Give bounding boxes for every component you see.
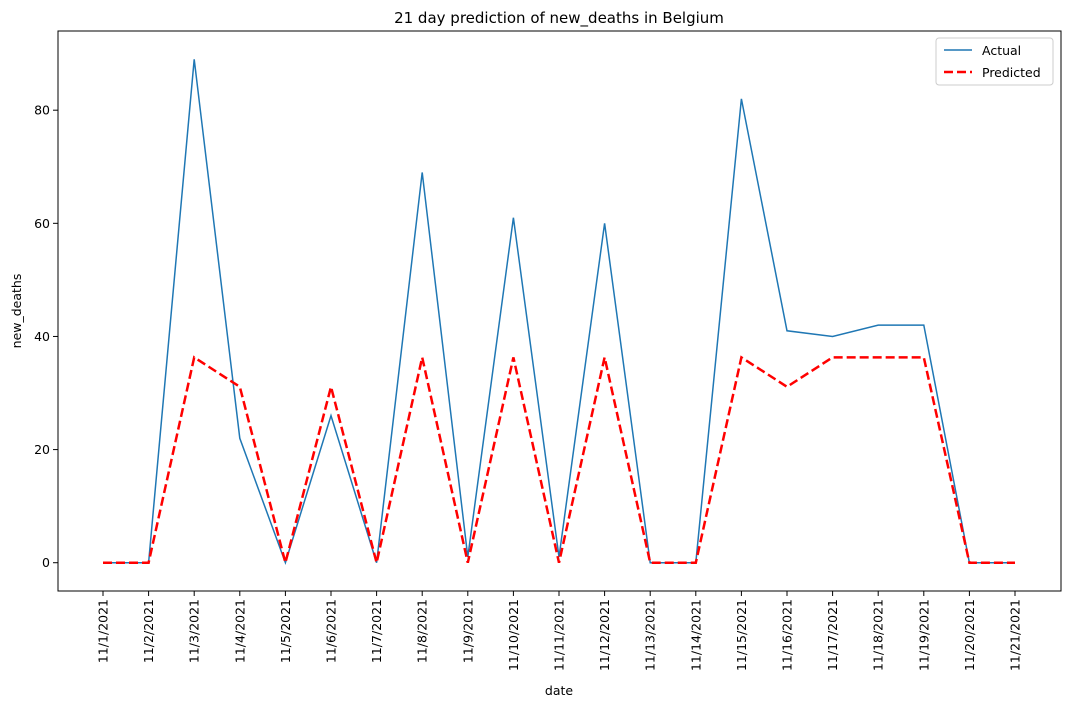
x-tick-label: 11/11/2021 bbox=[552, 599, 567, 671]
x-tick-label: 11/1/2021 bbox=[96, 599, 111, 663]
x-tick-label: 11/8/2021 bbox=[415, 599, 430, 663]
x-tick-label: 11/7/2021 bbox=[369, 599, 384, 663]
chart-title: 21 day prediction of new_deaths in Belgi… bbox=[394, 9, 724, 28]
x-tick-label: 11/19/2021 bbox=[916, 599, 931, 671]
plot-area bbox=[57, 30, 1062, 592]
x-tick-label: 11/2/2021 bbox=[141, 599, 156, 663]
x-tick-label: 11/12/2021 bbox=[597, 599, 612, 671]
x-tick-label: 11/21/2021 bbox=[1008, 599, 1023, 671]
y-axis: 0 20 40 60 80 bbox=[34, 103, 58, 570]
x-tick-label: 11/20/2021 bbox=[962, 599, 977, 671]
y-axis-title: new_deaths bbox=[9, 274, 24, 349]
x-tick-label: 11/3/2021 bbox=[187, 599, 202, 663]
y-tick-label: 20 bbox=[34, 442, 50, 457]
x-tick-label: 11/18/2021 bbox=[871, 599, 886, 671]
y-tick-label: 80 bbox=[34, 103, 50, 118]
legend-label-actual: Actual bbox=[982, 43, 1021, 58]
y-tick-label: 40 bbox=[34, 329, 50, 344]
x-tick-label: 11/15/2021 bbox=[734, 599, 749, 671]
x-tick-label: 11/16/2021 bbox=[780, 599, 795, 671]
x-tick-label: 11/4/2021 bbox=[232, 599, 247, 663]
x-tick-label: 11/10/2021 bbox=[506, 599, 521, 671]
x-axis: 11/1/2021 11/2/2021 11/3/2021 11/4/2021 11/5… bbox=[96, 591, 1023, 671]
x-tick-label: 11/14/2021 bbox=[688, 599, 703, 671]
series-line-predicted bbox=[103, 355, 1015, 568]
legend-label-predicted: Predicted bbox=[982, 65, 1041, 80]
x-tick-label: 11/5/2021 bbox=[278, 599, 293, 663]
y-tick-label: 60 bbox=[34, 216, 50, 231]
y-tick-label: 0 bbox=[42, 555, 50, 570]
x-axis-title: date bbox=[545, 683, 573, 698]
series-line-actual bbox=[103, 59, 1015, 566]
x-tick-label: 11/13/2021 bbox=[643, 599, 658, 671]
x-tick-label: 11/17/2021 bbox=[825, 599, 840, 671]
x-tick-label: 11/9/2021 bbox=[460, 599, 475, 663]
legend: Actual Predicted bbox=[935, 37, 1054, 86]
x-tick-label: 11/6/2021 bbox=[324, 599, 339, 663]
series-layer bbox=[103, 59, 1015, 568]
